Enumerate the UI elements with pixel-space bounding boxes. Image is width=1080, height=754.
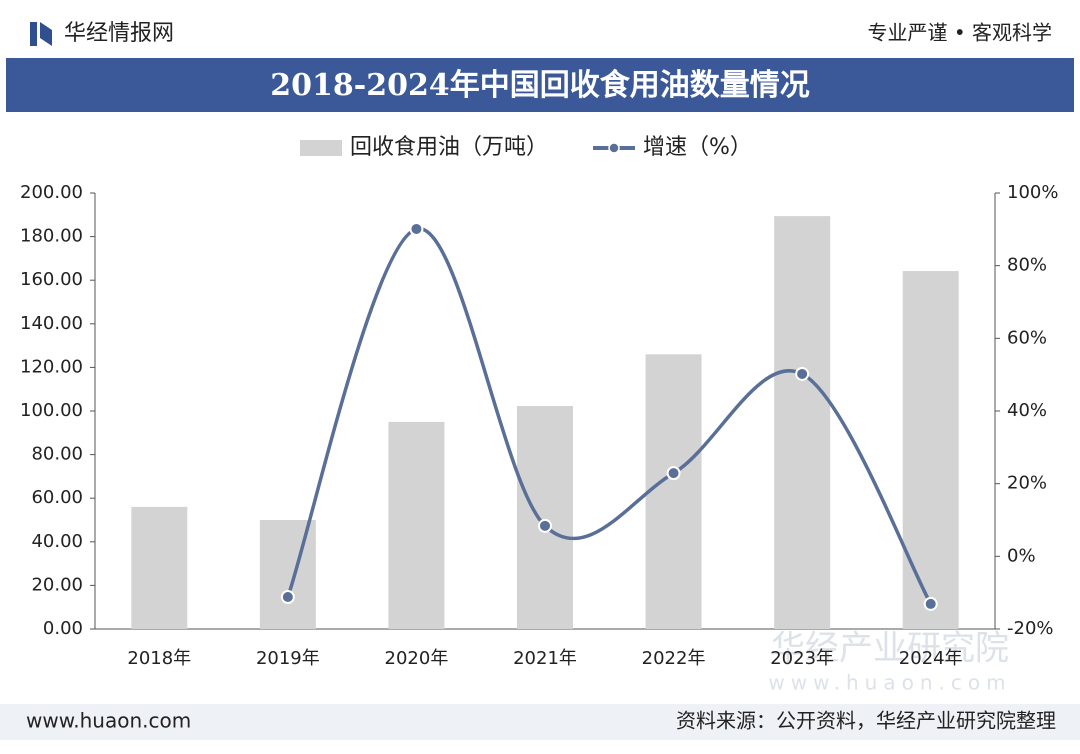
y2-tick-label: 20% <box>1007 473 1047 494</box>
y-tick-label: 160.00 <box>20 269 83 290</box>
y-tick-label: 200.00 <box>20 182 83 203</box>
watermark: 华经产业研究院 <box>771 629 1009 669</box>
y2-tick-label: 80% <box>1007 255 1047 276</box>
footer-bar <box>0 704 1080 740</box>
y-tick-label: 120.00 <box>20 356 83 377</box>
x-tick-label: 2022年 <box>642 648 706 669</box>
y2-tick-label: 0% <box>1007 545 1036 566</box>
legend-swatch <box>608 142 620 154</box>
x-tick-label: 2019年 <box>256 648 320 669</box>
line-marker <box>795 366 810 381</box>
title-bar <box>6 58 1074 112</box>
logo-mark <box>40 22 52 46</box>
line-marker <box>538 518 552 533</box>
x-tick-label: 2021年 <box>513 648 577 669</box>
y-tick-label: 80.00 <box>31 444 83 465</box>
watermark: www.huaon.com <box>768 671 1011 695</box>
x-tick-label: 2024年 <box>899 648 963 669</box>
bar <box>259 520 316 629</box>
y-tick-label: 60.00 <box>31 487 83 508</box>
legend-label: 增速（%） <box>643 135 752 160</box>
line-marker <box>280 590 295 605</box>
y-tick-label: 180.00 <box>20 226 83 247</box>
legend-swatch <box>300 140 342 156</box>
y2-tick-label: 40% <box>1007 400 1047 421</box>
y2-tick-label: 60% <box>1007 327 1047 348</box>
y2-tick-label: 100% <box>1007 182 1058 203</box>
footer-website: www.huaon.com <box>26 709 191 733</box>
logo-mark <box>30 22 37 46</box>
footer-source: 资料来源：公开资料，华经产业研究院整理 <box>676 709 1056 733</box>
line <box>286 227 933 605</box>
bar <box>645 354 702 629</box>
y-tick-label: 0.00 <box>43 618 83 639</box>
y-tick-label: 140.00 <box>20 313 83 334</box>
line-marker <box>666 466 681 481</box>
line-marker <box>409 221 424 236</box>
y-tick-label: 100.00 <box>20 400 83 421</box>
bar <box>388 421 445 629</box>
slogan: 专业严谨 • 客观科学 <box>867 21 1052 45</box>
bar <box>131 506 188 629</box>
legend-label: 回收食用油（万吨） <box>350 135 548 160</box>
brand: 华经情报网 <box>64 21 174 46</box>
bar <box>774 216 831 629</box>
x-tick-label: 2023年 <box>770 648 834 669</box>
y2-tick-label: -20% <box>1007 618 1054 639</box>
y-tick-label: 40.00 <box>31 531 83 552</box>
x-tick-label: 2020年 <box>385 648 449 669</box>
y-tick-label: 20.00 <box>31 574 83 595</box>
line-marker <box>923 596 938 611</box>
bar <box>517 405 573 629</box>
x-tick-label: 2018年 <box>127 648 191 669</box>
chart-title: 2018-2024年中国回收食用油数量情况 <box>270 68 809 103</box>
bar <box>902 271 959 629</box>
